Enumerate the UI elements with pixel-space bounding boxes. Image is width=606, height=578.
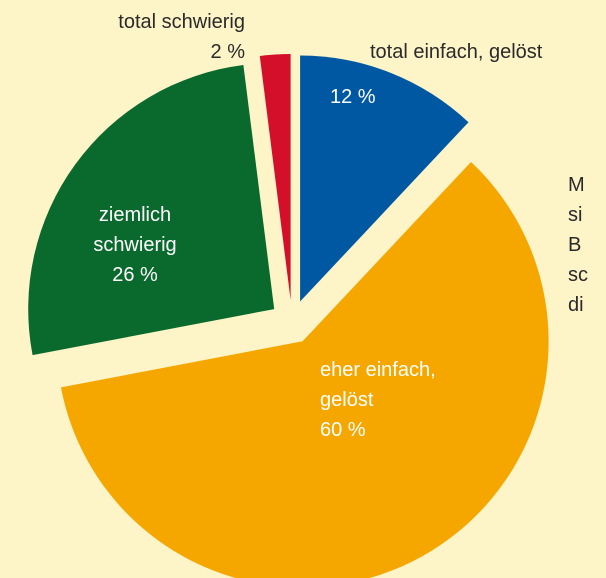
- value-label: 60 %: [320, 419, 366, 441]
- pie-slice: [28, 65, 275, 356]
- category-label: total schwierig: [118, 11, 245, 33]
- pie-slice: [60, 161, 549, 578]
- annotation-line: di: [568, 294, 584, 316]
- annotation-line: B: [568, 234, 582, 256]
- value-label: 26 %: [112, 264, 158, 286]
- annotation-line: si: [568, 204, 583, 226]
- annotation-line: sc: [568, 264, 588, 286]
- category-label: eher einfach, gelöst: [320, 359, 436, 411]
- slice-label: ziemlich schwierig 26 %: [60, 200, 210, 290]
- value-label: 12 %: [330, 86, 376, 108]
- value-label: 2 %: [210, 41, 245, 63]
- slice-label: eher einfach, gelöst 60 %: [320, 355, 490, 445]
- pie-slice: [259, 54, 291, 301]
- category-label: ziemlich schwierig: [93, 204, 177, 256]
- category-label: total einfach, gelöst: [370, 41, 543, 63]
- annotation-line: M: [568, 174, 585, 196]
- pie-slice: [300, 55, 469, 302]
- slice-label: total schwierig 2 %: [45, 7, 245, 67]
